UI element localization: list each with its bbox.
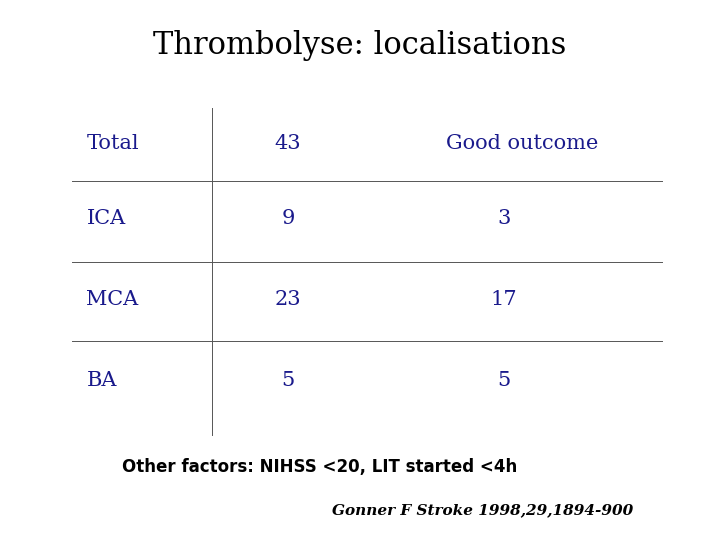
Text: 9: 9: [282, 209, 294, 228]
Text: Good outcome: Good outcome: [446, 133, 599, 153]
Text: Total: Total: [86, 133, 139, 153]
Text: Gonner F Stroke 1998,29,1894-900: Gonner F Stroke 1998,29,1894-900: [333, 503, 634, 517]
Text: 17: 17: [491, 290, 517, 309]
Text: BA: BA: [86, 371, 117, 390]
Text: 5: 5: [498, 371, 510, 390]
Text: 3: 3: [498, 209, 510, 228]
Text: 43: 43: [275, 133, 301, 153]
Text: Thrombolyse: localisations: Thrombolyse: localisations: [153, 30, 567, 62]
Text: Other factors: NIHSS <20, LIT started <4h: Other factors: NIHSS <20, LIT started <4…: [122, 458, 518, 476]
Text: 5: 5: [282, 371, 294, 390]
Text: 23: 23: [275, 290, 301, 309]
Text: MCA: MCA: [86, 290, 139, 309]
Text: ICA: ICA: [86, 209, 126, 228]
